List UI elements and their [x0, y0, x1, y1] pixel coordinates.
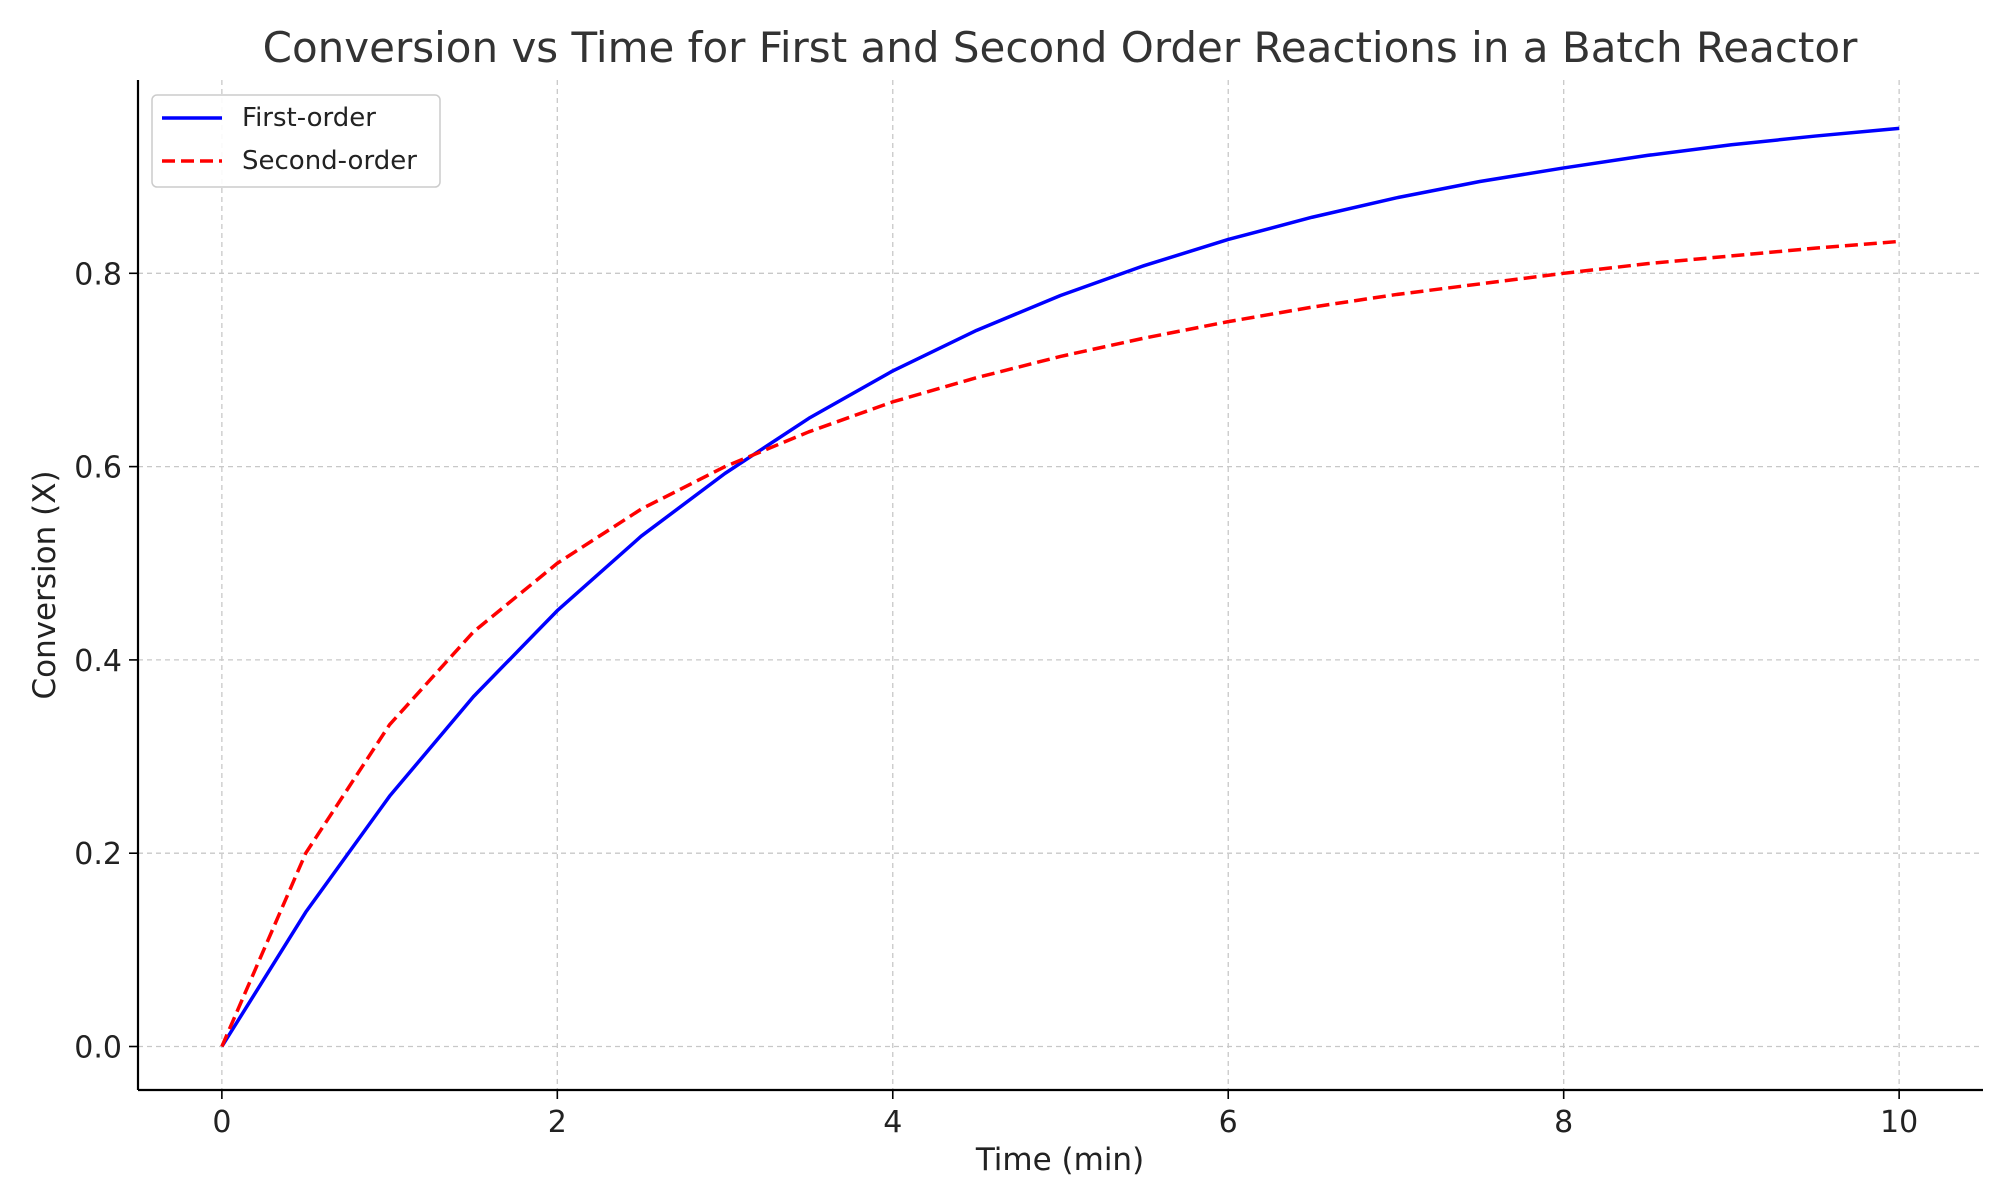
x-tick-label: 0 [212, 1105, 231, 1140]
y-tick-label: 0.2 [74, 837, 122, 872]
y-axis-label: Conversion (X) [27, 470, 63, 699]
chart-title: Conversion vs Time for First and Second … [263, 23, 1858, 72]
x-tick-label: 8 [1554, 1105, 1573, 1140]
legend-box [151, 94, 441, 188]
legend-label-second-order: Second-order [242, 146, 417, 176]
y-ticks: 0.0 0.2 0.4 0.6 0.8 [74, 257, 138, 1066]
series-line-first-order [220, 126, 1900, 1048]
x-ticks: 0 2 4 6 8 10 [212, 1090, 1918, 1140]
y-tick-label: 0.0 [74, 1031, 122, 1066]
x-tick-label: 10 [1880, 1105, 1918, 1140]
series-line-second-order [220, 239, 1900, 1048]
x-tick-label: 2 [548, 1105, 567, 1140]
series-lines [220, 126, 1900, 1048]
axes [136, 80, 1983, 1092]
legend: First-order Second-order [151, 94, 441, 188]
x-tick-label: 6 [1219, 1105, 1238, 1140]
legend-label-first-order: First-order [242, 103, 376, 133]
y-tick-label: 0.4 [74, 644, 122, 679]
y-tick-label: 0.6 [74, 451, 122, 486]
grid [138, 80, 1983, 1090]
x-tick-label: 4 [883, 1105, 902, 1140]
x-axis-label: Time (min) [975, 1142, 1144, 1178]
y-tick-label: 0.8 [74, 257, 122, 292]
